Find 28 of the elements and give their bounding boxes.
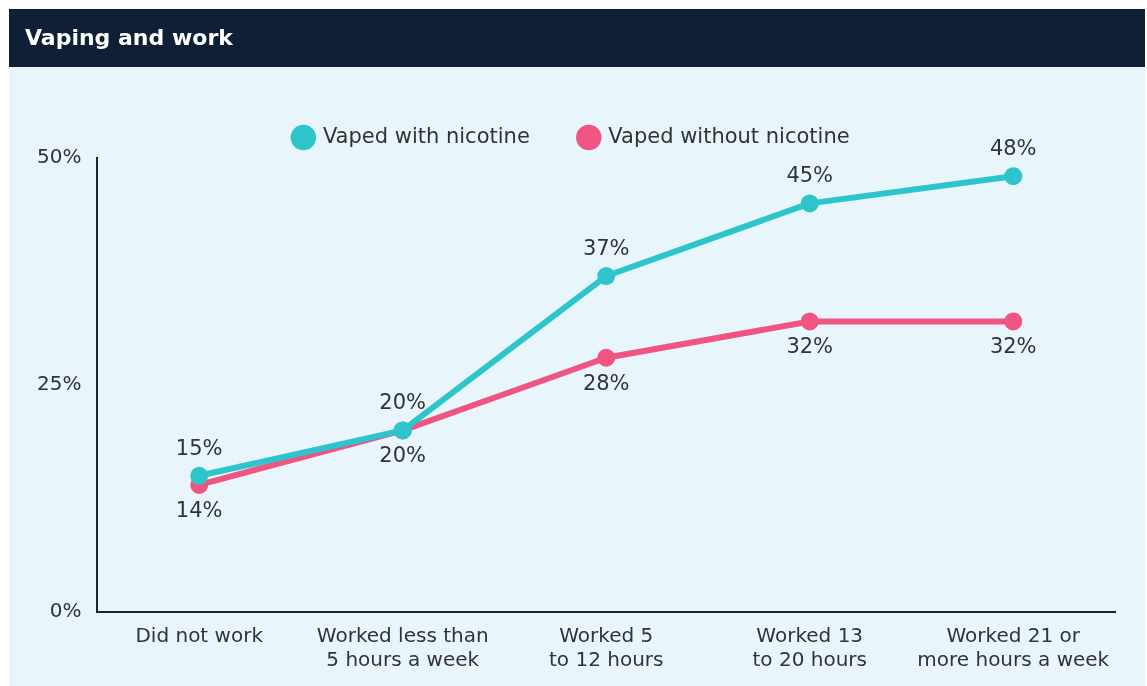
data-label: 15% [175, 435, 223, 460]
y-tick-label: 50% [37, 144, 82, 169]
point [1004, 312, 1023, 331]
y-tick-label: 25% [37, 371, 82, 396]
point [800, 312, 819, 331]
legend-label: Vaped without nicotine [608, 123, 850, 148]
point [800, 194, 819, 213]
data-label: 45% [786, 163, 834, 188]
data-label: 20% [379, 443, 427, 468]
legend-label: Vaped with nicotine [322, 123, 530, 148]
x-tick-label: Worked 13 to 20 hours [752, 623, 867, 672]
x-tick-label: Worked 21 or more hours a week [917, 623, 1110, 672]
data-label: 32% [989, 334, 1037, 359]
x-tick-label: Worked less than 5 hours a week [316, 623, 489, 672]
point [1004, 167, 1023, 186]
data-label: 14% [175, 497, 223, 522]
data-label: 28% [582, 370, 630, 395]
y-tick-label: 0% [49, 598, 82, 623]
point [597, 267, 616, 286]
point [190, 466, 209, 485]
data-label: 20% [379, 390, 427, 415]
chart-title: Vaping and work [9, 9, 1145, 67]
x-tick-label: Worked 5 to 12 hours [548, 623, 664, 672]
data-label: 48% [989, 136, 1037, 161]
data-label: 37% [582, 235, 630, 260]
data-label: 32% [786, 334, 834, 359]
point [597, 348, 616, 367]
x-tick-label: Did not work [135, 623, 264, 648]
